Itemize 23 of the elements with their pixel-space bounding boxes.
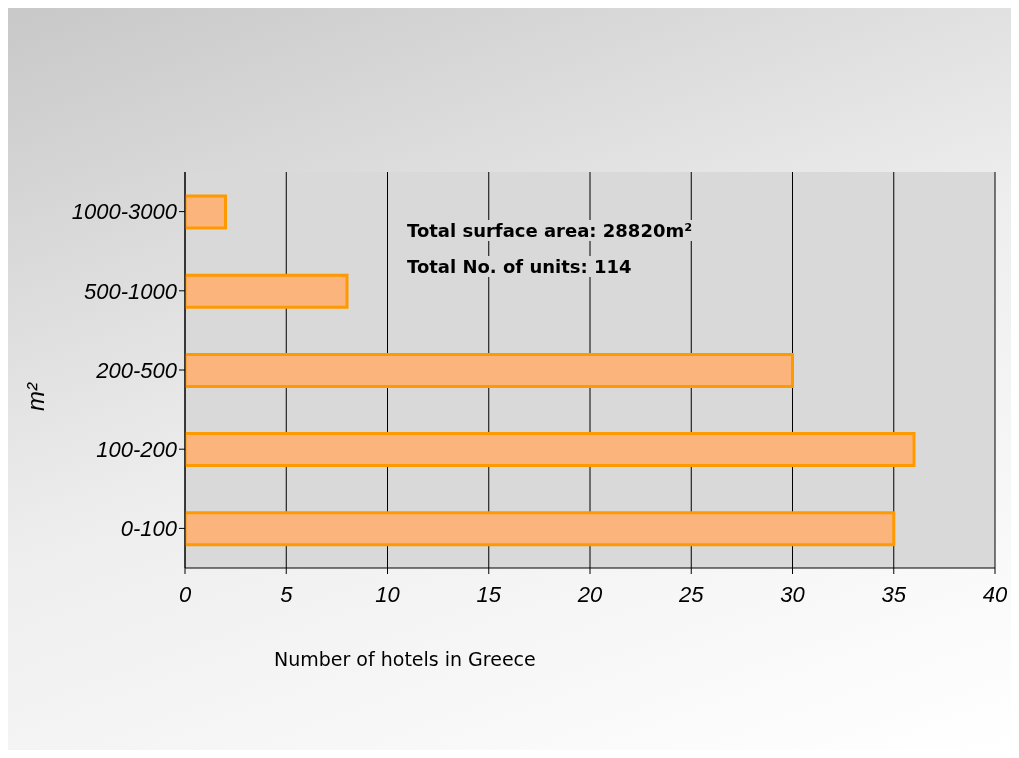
x-tick-label: 10 <box>375 581 401 607</box>
x-tick-label: 25 <box>678 581 705 607</box>
x-axis-title: Number of hotels in Greece <box>274 648 536 670</box>
y-tick-label: 200-500 <box>95 357 178 383</box>
y-tick-label: 100-200 <box>96 437 178 463</box>
x-tick-label: 5 <box>280 581 294 607</box>
x-tick-label: 0 <box>178 581 192 607</box>
x-tick-label: 20 <box>576 581 603 607</box>
annotation: Total No. of units: 114 <box>403 256 636 277</box>
y-tick-label: 0-100 <box>120 516 178 542</box>
x-tick-label: 35 <box>881 581 907 607</box>
annotation: Total surface area: 28820m² <box>403 220 697 241</box>
bar <box>185 511 896 547</box>
bar <box>185 194 227 230</box>
x-tick-label: 30 <box>780 581 806 607</box>
y-tick-label: 500-1000 <box>84 278 178 304</box>
bar <box>185 273 349 309</box>
x-tick-label: 15 <box>476 581 502 607</box>
y-tick-label: 1000-3000 <box>71 199 178 225</box>
x-tick-label: 40 <box>982 581 1008 607</box>
y-axis-title: m² <box>21 383 50 411</box>
bar <box>185 432 916 468</box>
bar <box>185 352 794 388</box>
